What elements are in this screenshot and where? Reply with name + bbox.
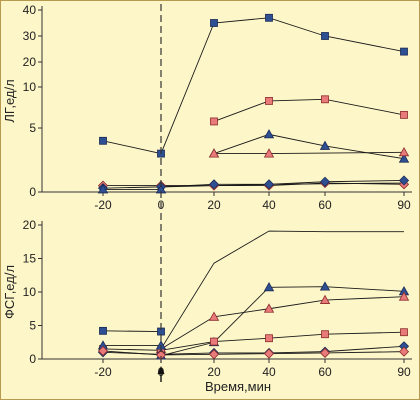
- lh-series-4-point: [263, 148, 275, 158]
- fsh-series-line-4: [102, 330, 162, 332]
- fsh-series-8-point: [263, 348, 275, 359]
- fsh-x-tick-label: 60: [318, 365, 332, 379]
- lh-series-line-2: [213, 98, 405, 122]
- lh-series-1-point: [210, 19, 218, 27]
- fsh-series-line-3: [160, 296, 405, 350]
- lh-x-tick-label: 60: [318, 198, 332, 212]
- fsh-y-label: ФСГ,ед/л: [2, 265, 17, 319]
- fsh-series-3-point: [319, 294, 331, 304]
- lh-series-6-point: [319, 176, 331, 187]
- fsh-series-2-point: [319, 281, 331, 291]
- lh-series-line-3: [213, 133, 405, 160]
- lh-series-6-point: [398, 175, 410, 186]
- fsh-x-tick-label: 20: [207, 365, 221, 379]
- fsh-x-tick-label: 40: [262, 365, 276, 379]
- lh-series-3-point: [263, 129, 275, 139]
- fsh-series-3-point: [263, 303, 275, 313]
- lh-series-line-6: [102, 180, 405, 189]
- fsh-y-tick-label: 5: [29, 319, 36, 333]
- lh-series-6-point: [208, 179, 220, 190]
- lh-series-1-point: [321, 32, 329, 40]
- fsh-series-8-point: [319, 347, 331, 359]
- lh-y-tick-label: 30: [23, 29, 37, 43]
- lh-series-2-point: [265, 97, 273, 105]
- fsh-series-8-point: [208, 349, 220, 360]
- lh-series-3-point: [398, 153, 410, 163]
- lh-y-label: ЛГ,ед/л: [2, 79, 17, 122]
- fsh-x-tick-label: -20: [94, 365, 112, 379]
- fsh-series-line-1: [160, 230, 404, 350]
- fsh-series-2-point: [263, 281, 275, 292]
- fsh-series-line-5: [102, 331, 405, 351]
- lh-series-3-point: [319, 140, 331, 150]
- lh-y-tick-label: 10: [23, 80, 37, 94]
- lh-x-tick-label: 90: [397, 198, 411, 212]
- fsh-series-5-point: [265, 334, 273, 343]
- lh-series-line-1: [102, 17, 405, 155]
- fsh-series-5-point: [210, 337, 218, 346]
- lh-y-tick-label: 20: [23, 55, 37, 69]
- lh-series-1-point: [99, 136, 107, 145]
- injection-arrow-head: [157, 366, 165, 374]
- lh-series-4-point: [208, 148, 220, 158]
- fsh-series-5-point: [321, 330, 329, 339]
- fsh-y-tick-label: 20: [23, 218, 37, 232]
- lh-series-1-point: [400, 47, 408, 56]
- lh-series-6-point: [263, 179, 275, 190]
- fsh-series-5-point: [400, 328, 408, 337]
- lh-x-tick-label: 20: [207, 198, 221, 212]
- fsh-series-8-point: [97, 345, 109, 357]
- lh-y-tick-label: 40: [23, 3, 37, 17]
- lh-series-7-point: [97, 184, 109, 194]
- lh-x-tick-label: -20: [94, 198, 112, 212]
- lh-series-2-point: [210, 117, 218, 126]
- fsh-x-label: Время,мин: [205, 379, 271, 394]
- fsh-series-line-8: [102, 350, 405, 356]
- lh-series-4-point: [398, 147, 410, 157]
- lh-series-1-point: [265, 13, 273, 22]
- lh-series-2-point: [321, 95, 329, 104]
- fsh-series-3-point: [208, 311, 220, 321]
- lh-series-line-4: [214, 151, 405, 155]
- lh-y-tick-label: 5: [29, 121, 36, 135]
- fsh-series-3-point: [398, 291, 410, 301]
- lh-series-2-point: [400, 110, 408, 119]
- lh-x-tick-label: 40: [262, 198, 276, 212]
- fsh-x-tick-label: 90: [397, 365, 411, 379]
- lh-y-tick-label: 0: [29, 185, 36, 199]
- fsh-y-tick-label: 15: [23, 252, 37, 266]
- fsh-y-tick-label: 0: [29, 352, 36, 366]
- fsh-y-tick-label: 10: [23, 285, 37, 299]
- fsh-series-line-2: [160, 286, 405, 357]
- fsh-series-4-point: [99, 326, 107, 335]
- fsh-series-8-point: [398, 346, 410, 357]
